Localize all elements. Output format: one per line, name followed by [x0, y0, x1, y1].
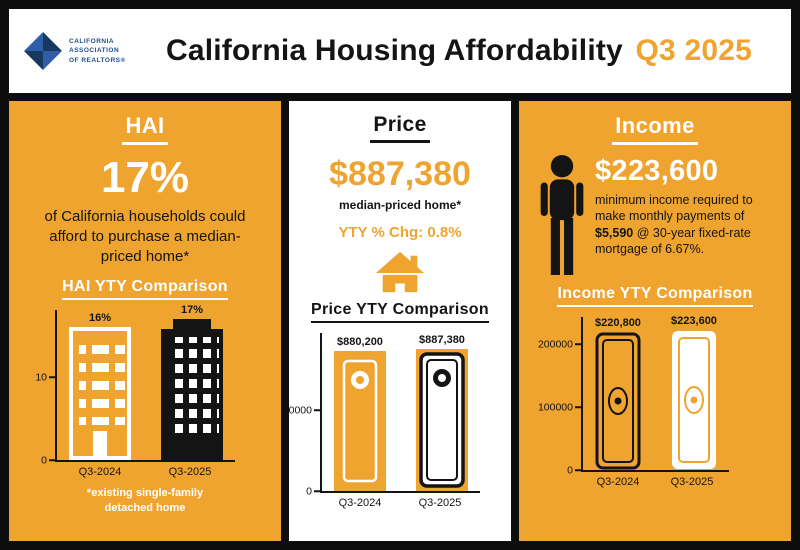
- header: CALIFORNIA ASSOCIATION OF REALTORS® Cali…: [9, 9, 791, 93]
- price-bar-value: $887,380: [419, 334, 465, 346]
- income-panel: Income $223,600 minimum income required …: [519, 101, 791, 541]
- income-xlabel-2024: Q3-2024: [596, 476, 640, 488]
- person-icon: [540, 155, 584, 275]
- hai-bar-q3-2025: 17%: [161, 304, 223, 461]
- car-logo: CALIFORNIA ASSOCIATION OF REALTORS®: [23, 31, 141, 71]
- dollar-bill-orange-icon: [337, 354, 383, 488]
- income-xlabel-2025: Q3-2025: [670, 476, 714, 488]
- car-logo-text: CALIFORNIA ASSOCIATION OF REALTORS®: [69, 37, 126, 65]
- price-xlabel-2025: Q3-2025: [418, 497, 462, 509]
- income-ytick-200000: 200000: [538, 339, 583, 350]
- price-bar-q3-2024: $880,200: [334, 336, 386, 491]
- hai-xlabel-2025: Q3-2025: [168, 466, 212, 479]
- house-icon: [376, 251, 424, 293]
- income-title: Income: [612, 113, 698, 145]
- income-headline: $223,600: [595, 155, 719, 187]
- income-ytick-0: 0: [567, 465, 583, 476]
- income-text: $223,600 minimum income required to make…: [595, 155, 771, 257]
- price-bar-2024: [334, 351, 386, 491]
- price-subtitle: median-priced home*: [338, 198, 462, 212]
- price-headline: $887,380: [329, 155, 471, 193]
- hai-chart: 10 0 16%: [35, 304, 235, 478]
- hai-title: HAI: [122, 113, 168, 145]
- hai-footnote: *existing single-family detached home: [86, 487, 204, 514]
- hai-headline: 17%: [100, 153, 190, 202]
- page-title-quarter: Q3 2025: [635, 34, 752, 67]
- price-title: Price: [370, 113, 430, 143]
- page-title-text: California Housing Affordability: [165, 34, 623, 67]
- car-logo-icon: [24, 32, 62, 70]
- hai-ytick-0: 0: [41, 455, 57, 466]
- hai-bar-q3-2024: 16%: [69, 312, 131, 461]
- price-ytick-0: 0: [306, 486, 322, 497]
- income-plot: 200000 100000 0 $220,800 $223,600: [538, 315, 729, 475]
- dollar-bill-outline-icon: [595, 332, 641, 470]
- income-bar-value: $220,800: [595, 317, 641, 329]
- price-bar-q3-2025: $887,380: [416, 334, 468, 491]
- hai-comparison-title: HAI YTY Comparison: [62, 278, 228, 301]
- building-solid-icon: [161, 319, 223, 461]
- logo-line: CALIFORNIA: [69, 37, 115, 45]
- income-figure: $223,600 minimum income required to make…: [525, 155, 785, 277]
- price-chart: 500000 0 $880,200: [289, 333, 480, 509]
- price-bar-2025: [416, 349, 468, 491]
- price-xlabel-2024: Q3-2024: [338, 497, 382, 509]
- income-description-pre: minimum income required to make monthly …: [595, 193, 753, 224]
- hai-xlabel-2024: Q3-2024: [78, 466, 122, 479]
- logo-line: OF REALTORS®: [69, 56, 126, 64]
- price-yty-change: YTY % Chg: 0.8%: [338, 224, 462, 241]
- income-comparison-title: Income YTY Comparison: [557, 285, 753, 307]
- income-bar-q3-2024: $220,800: [595, 317, 641, 470]
- hai-description: of California households could afford to…: [44, 208, 246, 265]
- price-ytick-500000: 500000: [289, 405, 322, 416]
- income-bar-value: $223,600: [671, 315, 717, 327]
- logo-line: ASSOCIATION: [69, 47, 120, 55]
- price-plot: 500000 0 $880,200: [289, 333, 480, 496]
- building-outline-icon: [69, 327, 131, 461]
- income-ytick-100000: 100000: [538, 402, 583, 413]
- dollar-bill-white-icon: [672, 331, 716, 469]
- income-description: minimum income required to make monthly …: [595, 192, 771, 257]
- income-bar-q3-2025: $223,600: [671, 315, 717, 470]
- hai-ytick-10: 10: [35, 372, 57, 383]
- price-comparison-title: Price YTY Comparison: [311, 301, 489, 323]
- income-xaxis: Q3-2024 Q3-2025: [581, 476, 729, 488]
- price-xaxis: Q3-2024 Q3-2025: [320, 497, 480, 509]
- hai-bar-value: 17%: [180, 304, 204, 317]
- income-description-payment: $5,590: [595, 225, 634, 240]
- hai-xaxis: Q3-2024 Q3-2025: [55, 466, 235, 478]
- page-title: California Housing Affordability Q3 2025: [141, 34, 777, 68]
- price-panel: Price $887,380 median-priced home* YTY %…: [289, 101, 511, 541]
- price-bar-value: $880,200: [337, 336, 383, 348]
- income-description-post: @ 30-year fixed-rate mortgage of 6.67%.: [595, 225, 751, 256]
- dollar-bill-outline-icon: [419, 352, 465, 488]
- panels: HAI 17% of California households could a…: [9, 101, 791, 541]
- income-chart: 200000 100000 0 $220,800 $223,600: [538, 315, 729, 488]
- hai-plot: 10 0 16%: [35, 304, 235, 465]
- hai-panel: HAI 17% of California households could a…: [9, 101, 281, 541]
- hai-bar-value: 16%: [88, 312, 112, 325]
